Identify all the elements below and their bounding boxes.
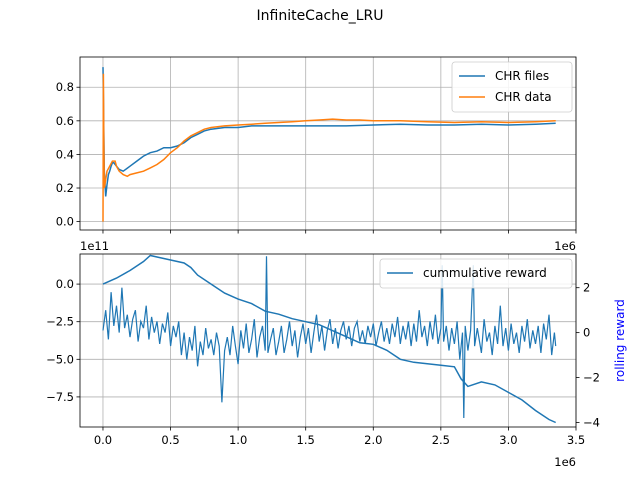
x-tick-label: 2.0 [364,433,382,447]
y-offset-label: 1e11 [80,239,109,253]
x-tick-label: 3.5 [567,433,585,447]
x-tick-label: 0.0 [94,433,112,447]
legend-label: CHR data [495,90,552,104]
x-tick-label: 2.5 [432,433,450,447]
series-line-1-1 [102,256,557,419]
x-offset-label: 1e6 [554,239,576,253]
legend-label: cummulative reward [423,266,547,280]
y-tick-label: 0.0 [56,215,74,229]
y2-tick-label: −2 [583,371,600,385]
x-tick-label: 1.0 [229,433,247,447]
legend-box [379,258,573,289]
y-tick-label: 0.2 [56,181,74,195]
x-tick-label: 3.0 [499,433,517,447]
series-line-0-1 [102,73,556,222]
axes-frame [79,56,577,231]
y-tick-label: −7.5 [46,390,74,404]
y-tick-label: −2.5 [46,315,74,329]
x-tick-label: 1.5 [297,433,315,447]
y2-tick-label: 0 [583,326,590,340]
y-tick-label: 0.0 [56,277,74,291]
legend-label: CHR files [495,69,549,83]
y-tick-label: −5.0 [46,352,74,366]
y2-axis-label: rolling reward [613,299,627,382]
y2-tick-label: 2 [583,281,590,295]
legend-box [451,61,573,113]
axes-frame [79,253,577,428]
y2-tick-label: −4 [583,416,600,430]
series-line-1-0 [102,254,557,424]
x-tick-label: 0.5 [161,433,179,447]
x-offset-label: 1e6 [554,455,576,469]
y-tick-label: 0.8 [56,80,74,94]
y-tick-label: 0.4 [56,147,74,161]
y-tick-label: 0.6 [56,114,74,128]
figure-title: InfiniteCache_LRU [256,8,384,24]
series-line-0-0 [102,67,556,197]
